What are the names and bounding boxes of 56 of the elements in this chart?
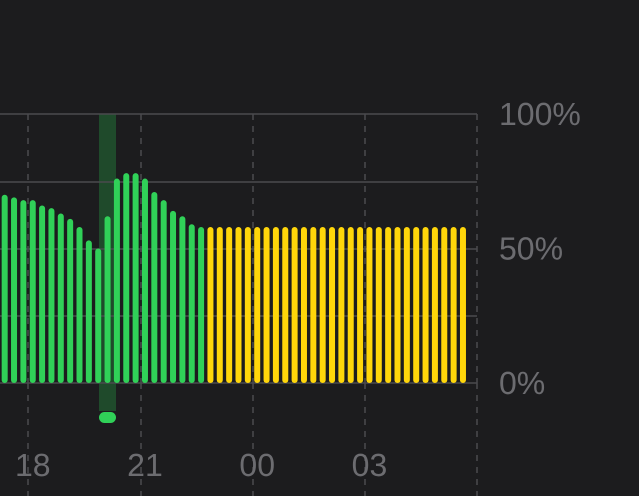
bar xyxy=(104,216,111,383)
bar xyxy=(216,226,223,383)
bar xyxy=(95,248,102,383)
y-tick-label: 50% xyxy=(499,230,564,266)
bar xyxy=(142,178,148,383)
bar xyxy=(236,226,242,383)
y-tick-label: 0% xyxy=(499,365,546,401)
bar xyxy=(292,226,298,383)
bar xyxy=(226,226,232,383)
bar xyxy=(86,240,92,383)
bar xyxy=(450,226,457,383)
bar xyxy=(2,194,8,383)
bar xyxy=(366,226,372,383)
y-tick-label: 100% xyxy=(499,96,581,132)
bar xyxy=(254,226,260,383)
bar xyxy=(310,226,316,383)
bar xyxy=(404,226,410,383)
bar xyxy=(413,226,420,383)
bar xyxy=(39,205,46,383)
bar xyxy=(460,226,466,383)
bar xyxy=(188,224,195,383)
bar xyxy=(329,226,336,383)
bar xyxy=(441,226,448,383)
bar xyxy=(320,226,326,383)
bar xyxy=(123,173,130,383)
x-tick-label: 03 xyxy=(352,447,388,483)
x-tick-label: 00 xyxy=(239,447,276,483)
x-tick-label: 18 xyxy=(14,447,51,483)
bar xyxy=(357,226,364,383)
bar xyxy=(67,218,74,383)
bar xyxy=(376,226,382,383)
bar xyxy=(338,226,344,383)
bar xyxy=(244,226,251,383)
bar xyxy=(179,216,186,383)
bar xyxy=(48,208,54,383)
bar xyxy=(422,226,429,383)
bar xyxy=(348,226,354,383)
bar xyxy=(394,226,400,383)
bar xyxy=(11,197,18,383)
bar xyxy=(432,226,438,383)
x-tick-label: 21 xyxy=(127,447,163,483)
bar xyxy=(207,226,214,383)
bar xyxy=(272,226,279,383)
bar xyxy=(132,173,139,383)
bar xyxy=(151,192,158,383)
bar xyxy=(198,226,204,383)
bar xyxy=(300,226,307,383)
bar xyxy=(385,226,392,383)
bar xyxy=(30,200,36,383)
bar xyxy=(20,200,26,383)
bar xyxy=(282,226,288,383)
bar xyxy=(58,214,64,383)
bar xyxy=(264,226,270,383)
bar xyxy=(76,226,82,383)
bar xyxy=(160,200,167,383)
bar xyxy=(170,210,176,383)
